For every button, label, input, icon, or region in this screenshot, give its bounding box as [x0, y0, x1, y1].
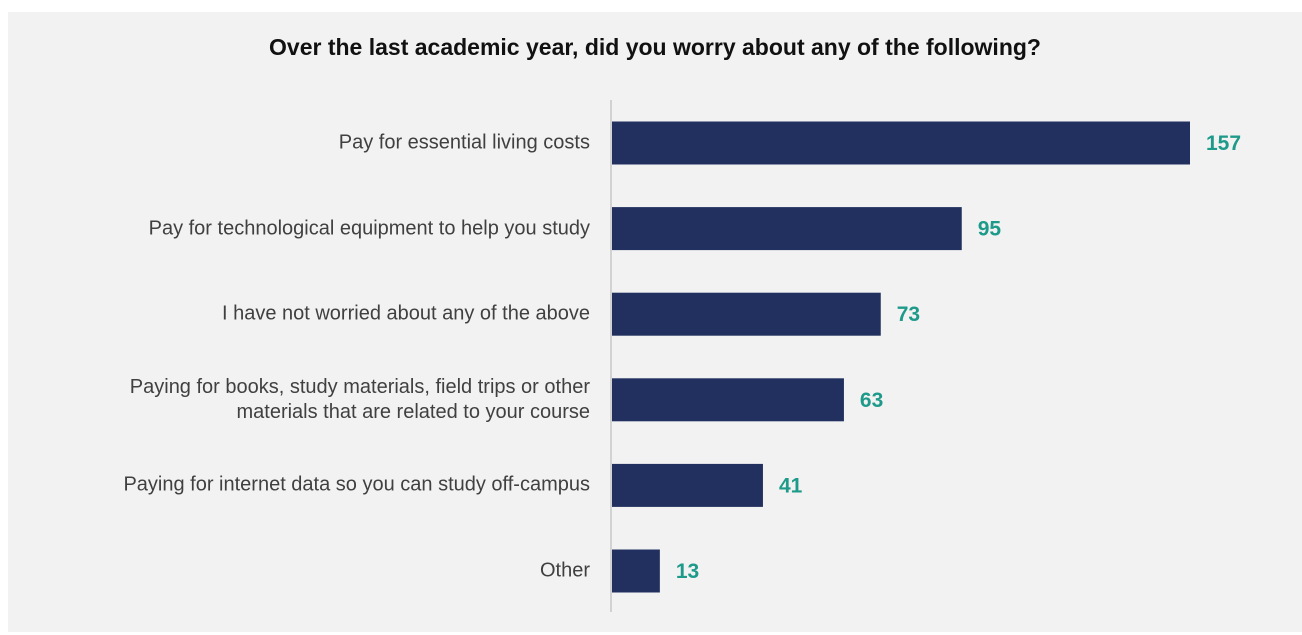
bar-value-label: 157	[1206, 132, 1241, 155]
bar	[612, 207, 962, 250]
bar-value-label: 41	[779, 474, 803, 497]
bar-value-label: 13	[676, 560, 699, 583]
bar-value-label: 95	[978, 218, 1002, 241]
bar	[612, 378, 844, 421]
bar	[612, 464, 763, 507]
bar	[612, 550, 660, 593]
category-label: Paying for books, study materials, field…	[130, 375, 590, 425]
bar	[612, 293, 881, 336]
category-label: Pay for essential living costs	[339, 131, 590, 156]
bar-value-label: 63	[860, 389, 883, 412]
bar	[612, 122, 1190, 165]
category-label: Paying for internet data so you can stud…	[123, 473, 590, 498]
category-label: I have not worried about any of the abov…	[222, 302, 590, 327]
bar-value-label: 73	[897, 303, 920, 326]
category-label: Pay for technological equipment to help …	[149, 216, 590, 241]
category-label: Other	[540, 559, 590, 584]
